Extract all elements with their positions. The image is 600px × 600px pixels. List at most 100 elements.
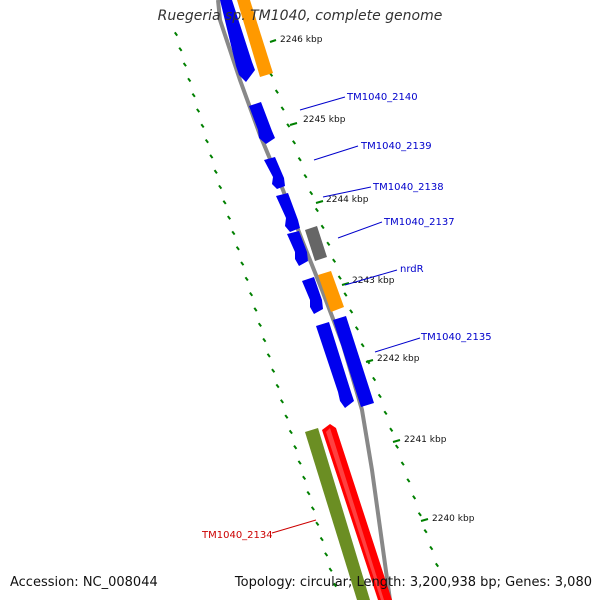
- minor-tick: [394, 444, 399, 449]
- minor-tick: [429, 545, 434, 551]
- minor-tick: [275, 383, 280, 389]
- minor-tick: [218, 184, 223, 190]
- minor-tick: [309, 190, 314, 196]
- gene-labels: TM1040_2140 TM1040_2139 TM1040_2138 TM10…: [201, 92, 492, 541]
- minor-tick: [244, 276, 249, 282]
- minor-tick: [227, 215, 231, 220]
- minor-tick: [279, 399, 285, 404]
- ruler-label-2240: 2240 kbp: [432, 514, 475, 524]
- gene-label-tm1040-2135[interactable]: TM1040_2135: [420, 332, 492, 343]
- leader-line: [344, 269, 398, 286]
- minor-tick: [286, 123, 291, 128]
- minor-tick: [306, 490, 311, 496]
- ruler-tick: [289, 122, 298, 126]
- minor-tick: [262, 337, 267, 343]
- gene-label-tm1040-2139[interactable]: TM1040_2139: [360, 141, 432, 152]
- minor-tick: [343, 292, 348, 297]
- leader-line: [313, 145, 359, 161]
- feature-cds-tm1040-2135-inner[interactable]: [316, 322, 354, 408]
- minor-tick: [326, 241, 331, 246]
- feature-cds-tm1040-2140[interactable]: [249, 102, 275, 144]
- minor-tick: [266, 353, 271, 358]
- minor-tick: [302, 475, 307, 481]
- ruler-label-2242: 2242 kbp: [377, 354, 420, 364]
- minor-tick: [315, 521, 320, 526]
- ruler-tick: [315, 200, 324, 204]
- minor-tick: [280, 106, 285, 111]
- ruler-label-2246: 2246 kbp: [280, 35, 323, 45]
- feature-cds-tm1040-2135-outer[interactable]: [333, 316, 374, 407]
- ruler-label-2244: 2244 kbp: [326, 195, 369, 205]
- minor-tick: [389, 427, 394, 432]
- minor-tick: [274, 89, 279, 94]
- feature-cds-top-inner[interactable]: [220, 0, 255, 82]
- leader-line: [271, 519, 317, 534]
- gene-label-tm1040-2137[interactable]: TM1040_2137: [383, 217, 455, 228]
- leader-line: [322, 186, 372, 198]
- feature-gray-tm1040-2137[interactable]: [305, 226, 327, 261]
- minor-tick: [417, 512, 422, 517]
- minor-tick: [406, 478, 411, 483]
- accession-label: Accession: NC_008044: [10, 575, 158, 590]
- leader-line: [299, 96, 346, 111]
- genome-title: Ruegeria sp. TM1040, complete genome: [157, 8, 443, 24]
- minor-tick: [288, 429, 293, 435]
- minor-tick: [337, 275, 342, 280]
- minor-tick: [328, 567, 333, 572]
- minor-tick: [360, 343, 365, 348]
- minor-tick: [187, 77, 192, 83]
- minor-tick: [213, 169, 218, 174]
- backbone-track: [216, 0, 392, 600]
- minor-tick: [377, 393, 382, 399]
- feature-red[interactable]: [322, 424, 392, 600]
- feature-cds-tm1040-2137[interactable]: [287, 231, 308, 266]
- minor-tick: [204, 138, 209, 144]
- feature-cds-tm1040-2138[interactable]: [276, 193, 300, 232]
- minor-tick: [222, 200, 227, 205]
- minor-tick: [324, 552, 329, 557]
- gene-label-tm1040-2134[interactable]: TM1040_2134: [201, 530, 273, 541]
- feature-red-highlight: [326, 428, 384, 600]
- minor-tick: [292, 140, 297, 145]
- minor-tick: [400, 461, 405, 466]
- minor-tick: [297, 460, 302, 465]
- minor-tick: [332, 258, 337, 263]
- feature-cds-nrdR-inner[interactable]: [302, 277, 323, 314]
- minor-tick: [257, 322, 262, 328]
- minor-tick: [297, 157, 302, 162]
- minor-tick: [178, 47, 183, 52]
- feature-cds-tm1040-2139[interactable]: [264, 157, 285, 189]
- minor-ticks: [174, 21, 440, 588]
- minor-tick: [412, 495, 417, 500]
- feature-orange-nrdR[interactable]: [318, 271, 344, 312]
- minor-tick: [253, 307, 258, 312]
- feature-olive[interactable]: [305, 428, 370, 600]
- ruler-label-2245: 2245 kbp: [303, 115, 346, 125]
- minor-tick: [349, 309, 354, 314]
- ruler-label-2243: 2243 kbp: [352, 276, 395, 286]
- minor-tick: [354, 326, 359, 331]
- feature-orange-top[interactable]: [237, 0, 273, 77]
- topology-label: Topology: circular; Length: 3,200,938 bp…: [234, 575, 592, 590]
- minor-tick: [383, 410, 388, 416]
- minor-tick: [434, 562, 440, 568]
- ruler: 2246 kbp 2245 kbp 2244 kbp 2243 kbp 2242…: [269, 35, 475, 524]
- minor-tick: [372, 376, 377, 382]
- ruler-tick: [341, 282, 350, 286]
- minor-tick: [310, 506, 315, 511]
- minor-tick: [209, 154, 214, 159]
- leader-line: [374, 337, 421, 353]
- minor-tick: [200, 123, 205, 129]
- ruler-tick: [420, 518, 429, 522]
- minor-tick: [240, 261, 245, 266]
- leader-line: [337, 221, 383, 239]
- gene-label-tm1040-2140[interactable]: TM1040_2140: [346, 92, 418, 103]
- minor-tick: [314, 207, 319, 213]
- gene-label-tm1040-2138[interactable]: TM1040_2138: [372, 182, 444, 193]
- minor-tick: [319, 536, 324, 542]
- minor-tick: [332, 582, 338, 588]
- minor-tick: [191, 93, 196, 98]
- minor-tick: [174, 31, 178, 37]
- gene-label-nrdR[interactable]: nrdR: [400, 264, 424, 275]
